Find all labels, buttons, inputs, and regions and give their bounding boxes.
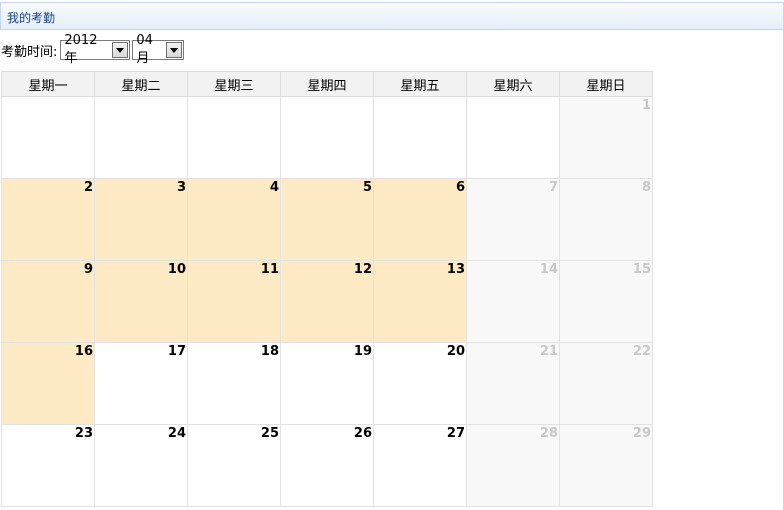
calendar-day-cell[interactable]: 9 [1,260,95,343]
weekday-header-row: 星期一 星期二 星期三 星期四 星期五 星期六 星期日 [1,71,653,97]
calendar-day-cell[interactable]: 7 [466,178,560,261]
calendar-empty-cell [280,96,374,179]
calendar-empty-cell [373,96,467,179]
chevron-down-icon [170,47,179,53]
calendar-day-cell[interactable]: 6 [373,178,467,261]
calendar-body: 1 2 3 4 5 6 7 8 9 10 11 12 13 14 15 16 17 18 19 20 21 22 23 24 2… [1,96,653,507]
weekday-header: 星期一 [1,71,95,97]
year-select[interactable]: 2012年 [60,33,131,66]
calendar-day-cell[interactable]: 15 [559,260,653,343]
weekday-header: 星期二 [94,71,188,97]
calendar-day-cell[interactable]: 5 [280,178,374,261]
calendar-day-cell[interactable]: 8 [559,178,653,261]
calendar-empty-cell [187,96,281,179]
chevron-down-icon [116,47,125,53]
calendar-day-cell[interactable]: 2 [1,178,95,261]
calendar-empty-cell [466,96,560,179]
calendar-week-row: 9 10 11 12 13 14 15 [1,260,653,343]
month-select-value: 04月 [136,33,153,66]
calendar-day-cell[interactable]: 29 [559,424,653,507]
attendance-time-label: 考勤时间: [1,44,58,60]
calendar-day-cell[interactable]: 27 [373,424,467,507]
panel-title: 我的考勤 [7,11,56,25]
year-dropdown-button[interactable] [112,42,129,58]
calendar-day-cell[interactable]: 14 [466,260,560,343]
month-select[interactable]: 04月 [132,33,185,66]
weekday-header: 星期六 [466,71,560,97]
panel-header: 我的考勤 [0,2,784,30]
calendar-day-cell[interactable]: 25 [187,424,281,507]
calendar-empty-cell [94,96,188,179]
calendar-day-cell[interactable]: 22 [559,342,653,425]
calendar-day-cell[interactable]: 10 [94,260,188,343]
calendar-day-cell[interactable]: 18 [187,342,281,425]
calendar-day-cell[interactable]: 1 [559,96,653,179]
calendar-week-row: 1 [1,96,653,179]
weekday-header: 星期三 [187,71,281,97]
calendar-day-cell[interactable]: 4 [187,178,281,261]
calendar-day-cell[interactable]: 28 [466,424,560,507]
calendar-week-row: 23 24 25 26 27 28 29 [1,424,653,507]
month-dropdown-button[interactable] [166,42,183,58]
calendar-day-cell[interactable]: 11 [187,260,281,343]
calendar-week-row: 16 17 18 19 20 21 22 [1,342,653,425]
attendance-filter: 考勤时间: 2012年 04月 [1,33,186,66]
calendar-day-cell[interactable]: 19 [280,342,374,425]
weekday-header: 星期日 [559,71,653,97]
calendar-day-cell[interactable]: 23 [1,424,95,507]
calendar-day-cell[interactable]: 13 [373,260,467,343]
calendar-day-cell[interactable]: 16 [1,342,95,425]
weekday-header: 星期四 [280,71,374,97]
calendar-day-cell[interactable]: 17 [94,342,188,425]
calendar-day-cell[interactable]: 3 [94,178,188,261]
calendar-day-cell[interactable]: 24 [94,424,188,507]
attendance-calendar: 星期一 星期二 星期三 星期四 星期五 星期六 星期日 1 2 3 4 5 6 7 8 9 10 1… [1,71,653,507]
calendar-empty-cell [1,96,95,179]
weekday-header: 星期五 [373,71,467,97]
year-select-value: 2012年 [64,33,98,66]
calendar-day-cell[interactable]: 26 [280,424,374,507]
calendar-day-cell[interactable]: 12 [280,260,374,343]
calendar-day-cell[interactable]: 20 [373,342,467,425]
calendar-day-cell[interactable]: 21 [466,342,560,425]
